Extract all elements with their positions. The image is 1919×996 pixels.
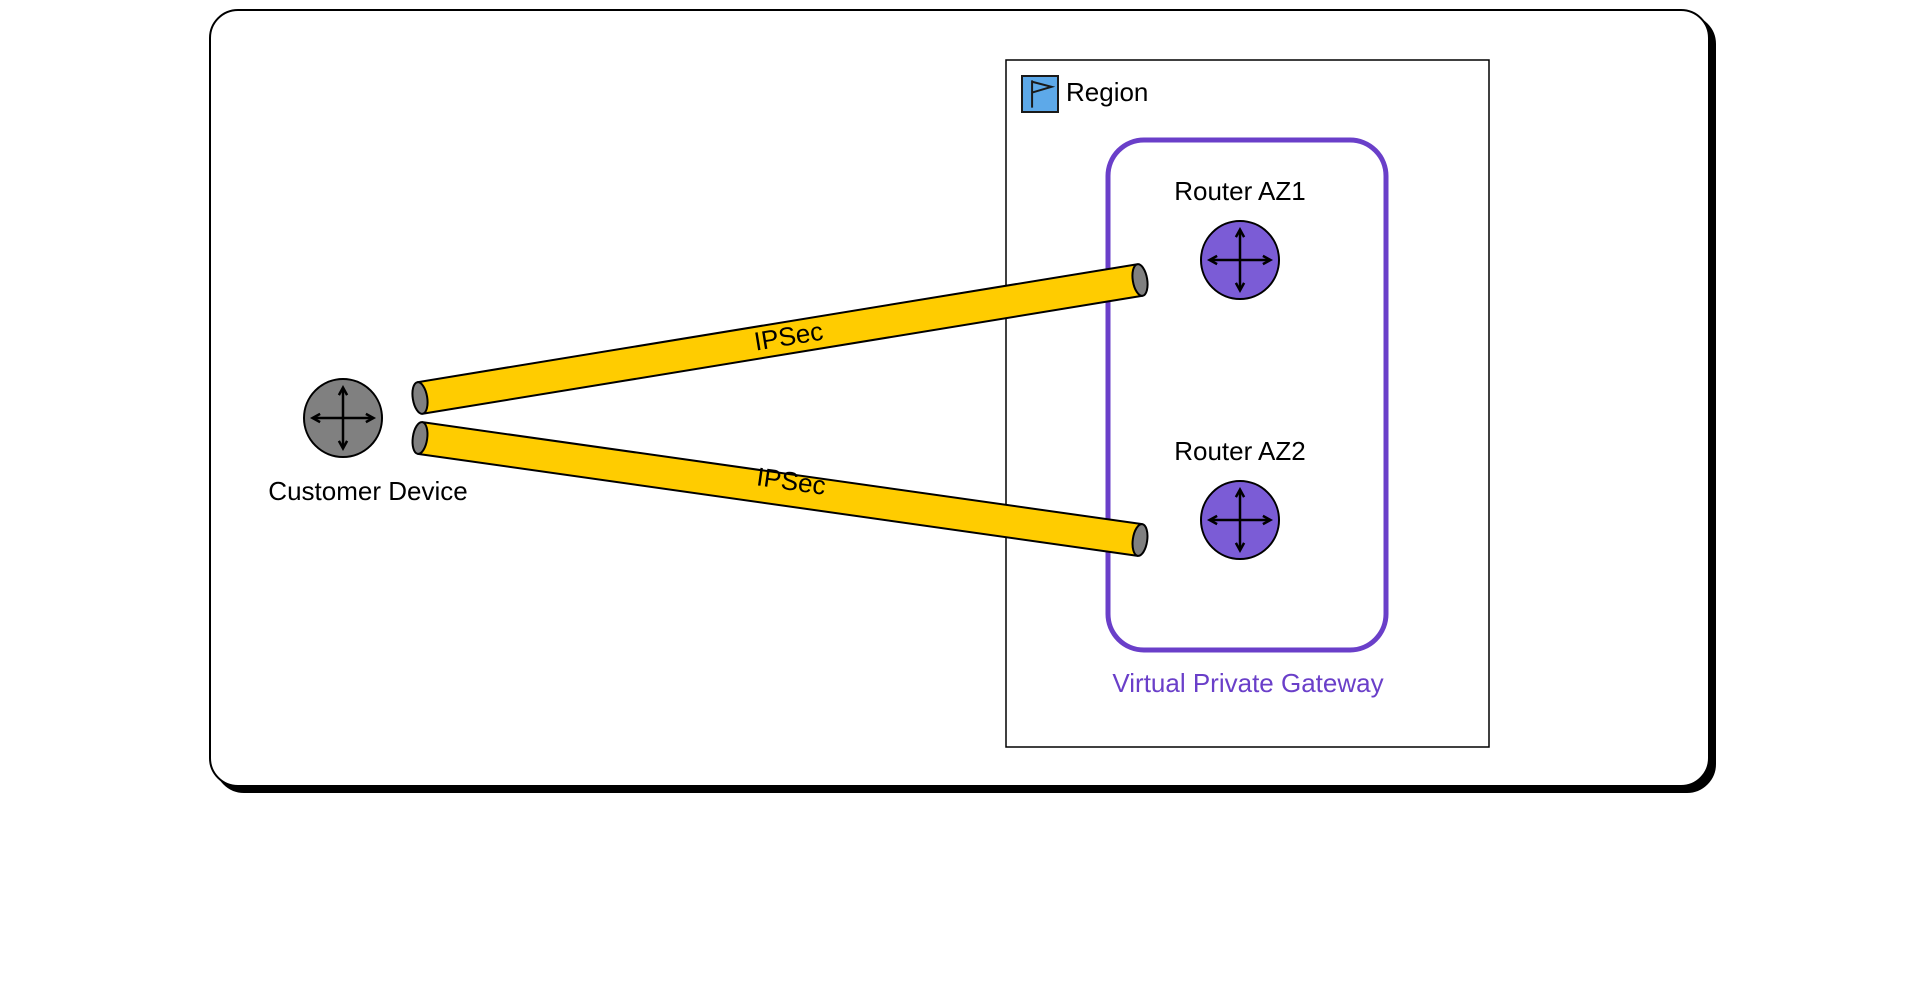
customer-device-label: Customer Device xyxy=(268,476,467,506)
vpg-label: Virtual Private Gateway xyxy=(1112,668,1383,698)
customer-router-icon xyxy=(304,379,382,457)
router-label-az1: Router AZ1 xyxy=(1174,176,1306,206)
customer-device xyxy=(304,379,382,457)
diagram-canvas: Region Virtual Private Gateway IPSecIPSe… xyxy=(200,0,1719,796)
flag-icon xyxy=(1022,76,1058,112)
router-label-az2: Router AZ2 xyxy=(1174,436,1306,466)
region-label: Region xyxy=(1066,77,1148,107)
router-az1-icon xyxy=(1201,221,1279,299)
router-az2-icon xyxy=(1201,481,1279,559)
